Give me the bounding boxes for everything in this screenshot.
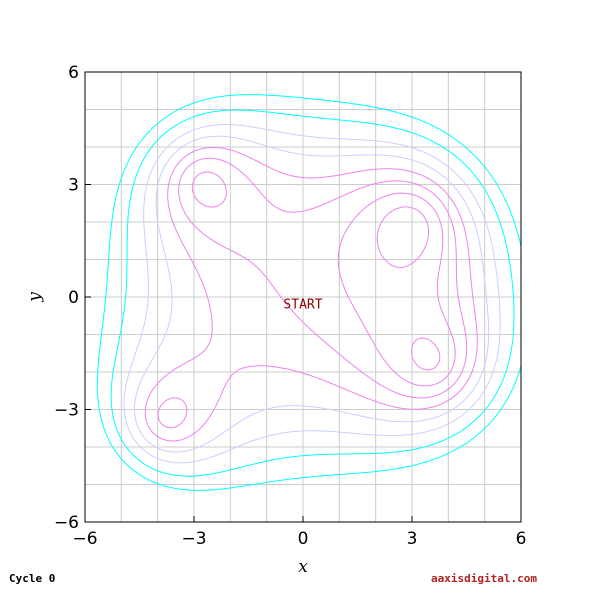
y-tick-label: 0: [68, 288, 79, 308]
contour-line: [144, 146, 478, 442]
cycle-counter: Cycle 0: [9, 572, 56, 585]
start-annotation: START: [283, 298, 322, 313]
x-tick-label: 6: [516, 529, 527, 549]
contour-line: [134, 135, 490, 453]
y-axis-label: y: [25, 292, 45, 303]
y-tick-label: −6: [54, 513, 79, 533]
x-tick-label: 0: [298, 529, 309, 549]
y-tick-label: 6: [68, 63, 79, 83]
x-tick-label: 3: [407, 529, 418, 549]
contour-line: [191, 171, 456, 387]
contour-lines: [96, 94, 522, 491]
contour-line: [157, 157, 468, 429]
y-tick-label: −3: [54, 401, 79, 421]
x-tick-label: −6: [72, 529, 97, 549]
y-tick-label: 3: [68, 176, 79, 196]
watermark: aaxisdigital.com: [431, 572, 537, 585]
x-axis-label: x: [298, 557, 308, 577]
contour-line: [123, 124, 501, 464]
contour-line: [110, 109, 515, 477]
axis-ticks: −6 −3 0 3 6 −6 −3 0 3 6: [54, 63, 526, 549]
contour-line: [376, 206, 441, 371]
x-tick-label: −3: [181, 529, 206, 549]
